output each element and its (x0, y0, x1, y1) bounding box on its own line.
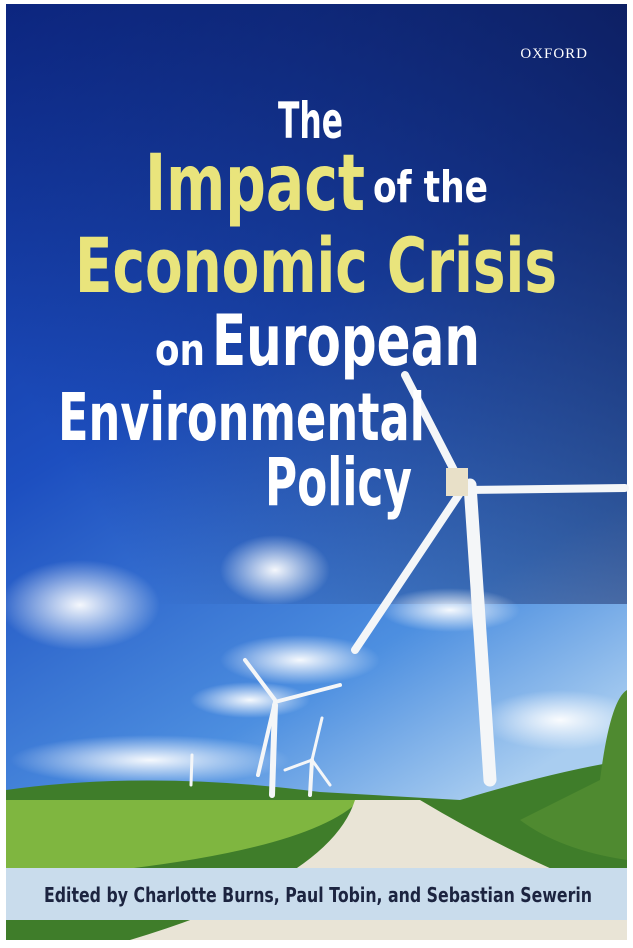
title-line: on (155, 325, 205, 376)
title-line: of the (373, 162, 488, 213)
publisher: OXFORD (520, 46, 588, 62)
title-line: European (212, 300, 480, 382)
editors: Edited by Charlotte Burns, Paul Tobin, a… (44, 883, 592, 907)
book-cover-view: OXFORD The Impact of the Economic Crisis… (0, 0, 633, 948)
title-highlight: Impact (145, 139, 365, 229)
title-highlight: Economic Crisis (75, 221, 557, 310)
title-line: Policy (265, 444, 412, 521)
